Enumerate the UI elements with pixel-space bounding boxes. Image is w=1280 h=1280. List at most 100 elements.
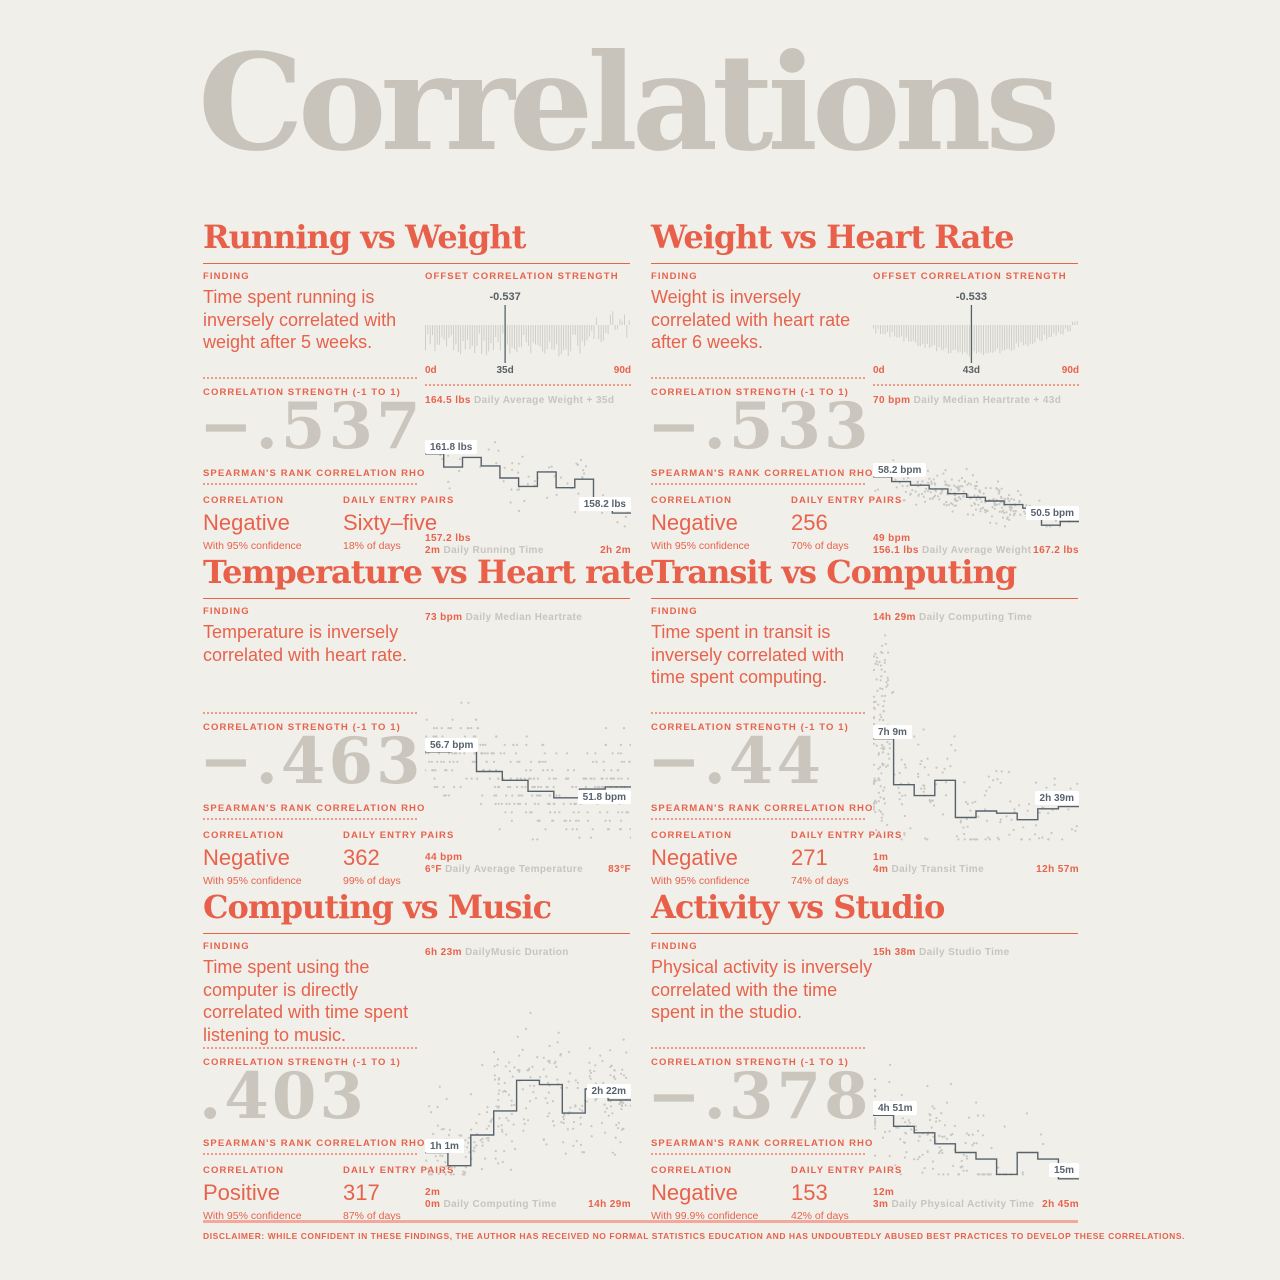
chart-y-max-label: 14h 29m [873, 612, 916, 623]
chart-x-min-label: 0m [425, 1199, 441, 1210]
panel-title: Transit vs Computing [651, 553, 1017, 591]
correlation-value: Negative [651, 845, 738, 870]
chart-x-max-label: 2h 2m [600, 545, 631, 556]
offset-tick-marker: 35d [496, 365, 514, 376]
strength-value: .403 [199, 1059, 367, 1134]
chart-x-axis-name: Daily Transit Time [891, 864, 985, 875]
pairs-value: 153 [791, 1180, 828, 1205]
finding-text: Time spent using the computer is directl… [203, 957, 409, 1046]
spearman-label: SPEARMAN'S RANK CORRELATION RHO [651, 803, 874, 814]
offset-tick-end: 90d [613, 365, 631, 376]
pairs-note: 99% of days [343, 875, 401, 887]
panel-title-rule [651, 933, 1078, 934]
disclaimer-text: DISCLAIMER: WHILE CONFIDENT IN THESE FIN… [203, 1231, 1185, 1241]
panel: Transit vs Computing FINDING Time spent … [647, 553, 1079, 892]
page-title: Correlations [198, 25, 1060, 181]
offset-correlation-chart [425, 305, 630, 363]
correlation-label: CORRELATION [203, 1165, 285, 1176]
panel-title-rule [203, 263, 630, 264]
strength-label: CORRELATION STRENGTH (-1 TO 1) [203, 1057, 401, 1068]
dotted-separator [203, 483, 417, 485]
step-start-chip: 1h 1m [425, 1138, 464, 1153]
pairs-label: DAILY ENTRY PAIRS [343, 1165, 455, 1176]
pairs-note: 70% of days [791, 540, 849, 552]
finding-text: Time spent in transit is inversely corre… [651, 622, 845, 688]
scatter-step-chart [873, 634, 1079, 841]
offset-label: OFFSET CORRELATION STRENGTH [425, 271, 619, 282]
panel-chart-column: 6h 23m DailyMusic Duration 1h 1m 2h 22m … [425, 941, 631, 1227]
step-start-chip: 161.8 lbs [425, 439, 478, 454]
step-start-chip: 4h 51m [873, 1101, 918, 1116]
offset-axis: 0d 43d 90d [873, 365, 1079, 377]
strength-value: −.44 [647, 724, 824, 799]
chart-y-axis-label: 164.5 lbs Daily Average Weight + 35d [425, 395, 665, 406]
dotted-separator [203, 1047, 417, 1049]
chart-x-max-label: 83°F [608, 864, 631, 875]
scatter-step-chart [425, 441, 631, 528]
pairs-note: 42% of days [791, 1210, 849, 1222]
strength-label: CORRELATION STRENGTH (-1 TO 1) [651, 1057, 849, 1068]
chart-y-max-label: 164.5 lbs [425, 395, 471, 406]
panel-title: Running vs Weight [203, 218, 526, 256]
chart-y-axis-label: 15h 38m Daily Studio Time [873, 947, 1113, 958]
offset-tick-start: 0d [873, 365, 885, 376]
chart-x-axis-name: Daily Average Weight [922, 545, 1032, 556]
offset-label: OFFSET CORRELATION STRENGTH [873, 271, 1067, 282]
panel-title: Activity vs Studio [651, 888, 945, 926]
finding-label: FINDING [651, 606, 698, 617]
chart-x-max-label: 167.2 lbs [1033, 545, 1079, 556]
dotted-separator [873, 384, 1079, 386]
panel: Computing vs Music FINDING Time spent us… [199, 888, 631, 1227]
dotted-separator [425, 384, 631, 386]
finding-text: Physical activity is inversely correlate… [651, 957, 873, 1023]
strength-label: CORRELATION STRENGTH (-1 TO 1) [651, 722, 849, 733]
step-start-chip: 56.7 bpm [425, 737, 479, 752]
panel: Activity vs Studio FINDING Physical acti… [647, 888, 1079, 1227]
chart-y-min-label: 157.2 lbs [425, 533, 471, 544]
chart-x-axis-left-group: 3m Daily Physical Activity Time [873, 1199, 1034, 1210]
chart-y-axis-name: Daily Median Heartrate [465, 612, 583, 623]
chart-x-min-label: 2m [425, 545, 441, 556]
finding-label: FINDING [651, 271, 698, 282]
pairs-note: 74% of days [791, 875, 849, 887]
correlation-block: CORRELATION Negative With 95% confidence [203, 495, 333, 552]
panel-title-rule [203, 933, 630, 934]
confidence-note: With 99.9% confidence [651, 1210, 759, 1222]
disclaimer-rule [203, 1220, 1078, 1223]
strength-value: −.378 [647, 1059, 872, 1134]
panel-left-column: FINDING Weight is inversely correlated w… [647, 271, 901, 557]
correlation-value: Negative [203, 845, 290, 870]
pairs-value: 317 [343, 1180, 380, 1205]
pairs-block: DAILY ENTRY PAIRS 271 74% of days [791, 830, 911, 887]
panel-left-column: FINDING Time spent using the computer is… [199, 941, 453, 1227]
pairs-label: DAILY ENTRY PAIRS [343, 495, 455, 506]
chart-x-max-label: 14h 29m [588, 1199, 631, 1210]
offset-marker-label: -0.533 [955, 291, 988, 303]
panel: Running vs Weight FINDING Time spent run… [199, 218, 631, 557]
offset-tick-start: 0d [425, 365, 437, 376]
offset-block: OFFSET CORRELATION STRENGTH -0.537 0d 35… [425, 271, 631, 386]
offset-tick-end: 90d [1061, 365, 1079, 376]
step-end-chip: 51.8 bpm [577, 789, 631, 804]
step-end-chip: 2h 22m [586, 1083, 631, 1098]
confidence-note: With 95% confidence [203, 540, 302, 552]
chart-x-max-label: 12h 57m [1036, 864, 1079, 875]
finding-label: FINDING [203, 606, 250, 617]
pairs-value: Sixty–five [343, 510, 438, 535]
chart-y-axis-label: 14h 29m Daily Computing Time [873, 612, 1113, 623]
pairs-value: 271 [791, 845, 828, 870]
strength-label: CORRELATION STRENGTH (-1 TO 1) [651, 387, 849, 398]
correlation-value: Positive [203, 1180, 281, 1205]
correlation-block: CORRELATION Negative With 99.9% confiden… [651, 1165, 781, 1222]
offset-axis: 0d 35d 90d [425, 365, 631, 377]
pairs-value: 256 [791, 510, 828, 535]
pairs-block: DAILY ENTRY PAIRS 362 99% of days [343, 830, 463, 887]
correlation-label: CORRELATION [651, 495, 733, 506]
correlation-label: CORRELATION [203, 495, 285, 506]
panel-left-column: FINDING Time spent in transit is inverse… [647, 606, 901, 892]
chart-y-axis-name: DailyMusic Duration [465, 947, 569, 958]
correlation-block: CORRELATION Negative With 95% confidence [651, 830, 781, 887]
chart-x-axis-left-group: 6°F Daily Average Temperature [425, 864, 583, 875]
chart-x-axis-name: Daily Physical Activity Time [891, 1199, 1035, 1210]
strength-label: CORRELATION STRENGTH (-1 TO 1) [203, 387, 401, 398]
